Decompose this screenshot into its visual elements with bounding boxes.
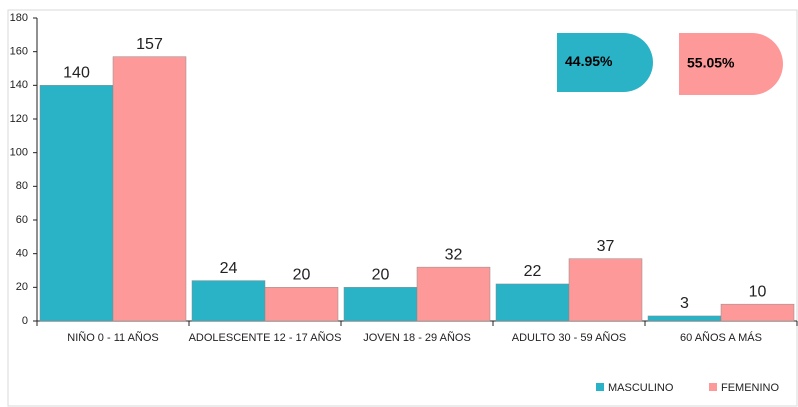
- y-tick-label: 180: [10, 12, 28, 24]
- y-tick-label: 0: [22, 315, 28, 327]
- value-label: 37: [597, 238, 615, 255]
- x-tick-label: 60 AÑOS A MÁS: [680, 331, 762, 344]
- legend-swatch: [709, 383, 717, 391]
- value-label: 32: [445, 246, 463, 263]
- bar: [647, 315, 722, 322]
- legend-swatch: [596, 383, 604, 391]
- bar: [568, 258, 643, 322]
- callout-label: 55.05%: [687, 55, 735, 71]
- callout-label: 44.95%: [565, 53, 613, 69]
- bar: [39, 85, 114, 322]
- x-tick-label: ADULTO 30 - 59 AÑOS: [512, 331, 627, 344]
- value-label: 140: [63, 65, 90, 82]
- value-label: 24: [220, 260, 238, 277]
- y-tick-label: 160: [10, 46, 28, 58]
- y-tick-label: 40: [16, 248, 28, 260]
- y-tick-label: 140: [10, 79, 28, 91]
- y-tick-label: 20: [16, 281, 28, 293]
- y-tick-label: 60: [16, 214, 28, 226]
- bar: [343, 287, 418, 322]
- value-label: 20: [372, 267, 390, 284]
- value-label: 22: [524, 263, 542, 280]
- bar: [495, 283, 570, 322]
- value-label: 10: [749, 283, 767, 300]
- x-tick-label: JOVEN 18 - 29 AÑOS: [363, 331, 471, 344]
- y-tick-label: 120: [10, 113, 28, 125]
- bar: [416, 266, 491, 322]
- bar: [720, 303, 795, 322]
- y-tick-label: 80: [16, 180, 28, 192]
- value-label: 20: [293, 267, 311, 284]
- callout: [557, 33, 653, 92]
- value-label: 157: [136, 36, 163, 53]
- bar: [191, 280, 266, 322]
- chart-frame: [7, 9, 798, 407]
- legend-label: FEMENINO: [721, 382, 780, 394]
- value-label: 3: [680, 295, 689, 312]
- bar: [264, 287, 339, 322]
- callout: [679, 33, 783, 95]
- y-tick-label: 100: [10, 147, 28, 159]
- bar: [112, 56, 187, 322]
- x-tick-label: NIÑO 0 - 11 AÑOS: [67, 331, 159, 344]
- x-tick-label: ADOLESCENTE 12 - 17 AÑOS: [189, 331, 342, 344]
- legend-label: MASCULINO: [608, 382, 674, 394]
